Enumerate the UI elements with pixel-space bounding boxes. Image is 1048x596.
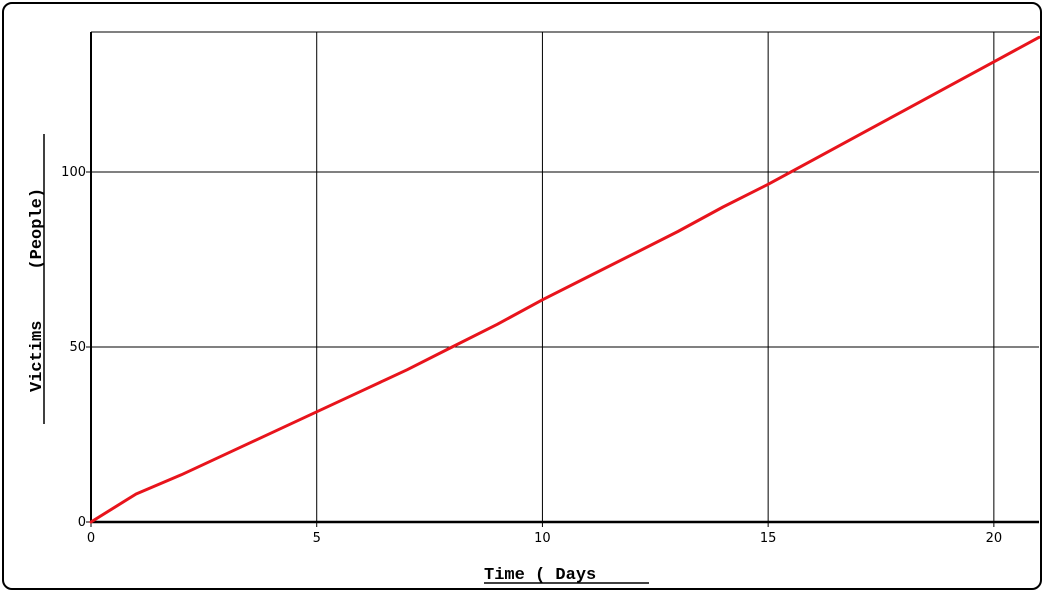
x-tick-label: 15 <box>760 531 777 546</box>
y-tick-label: 50 <box>69 340 86 355</box>
x-tick-label: 5 <box>313 531 321 546</box>
x-axis-title: Time ( Days <box>484 566 596 585</box>
y-axis-title: Victims (People) <box>28 188 47 392</box>
chart-frame: 0 5 10 15 20 0 50 100 Time ( Days Victims (Peop… <box>2 2 1042 590</box>
tick-labels: 0 5 10 15 20 0 50 100 <box>61 165 1002 546</box>
y-tick-label: 100 <box>61 165 86 180</box>
x-tick-label: 20 <box>986 531 1003 546</box>
series-group <box>89 35 1040 524</box>
axes <box>86 32 1039 527</box>
y-tick-label: 0 <box>78 515 86 530</box>
grid-lines <box>91 31 1039 522</box>
series-line-0 <box>89 35 1040 524</box>
line-chart: 0 5 10 15 20 0 50 100 Time ( Days Victims (Peop… <box>28 31 1040 585</box>
x-tick-label: 0 <box>87 531 95 546</box>
x-tick-label: 10 <box>534 531 551 546</box>
